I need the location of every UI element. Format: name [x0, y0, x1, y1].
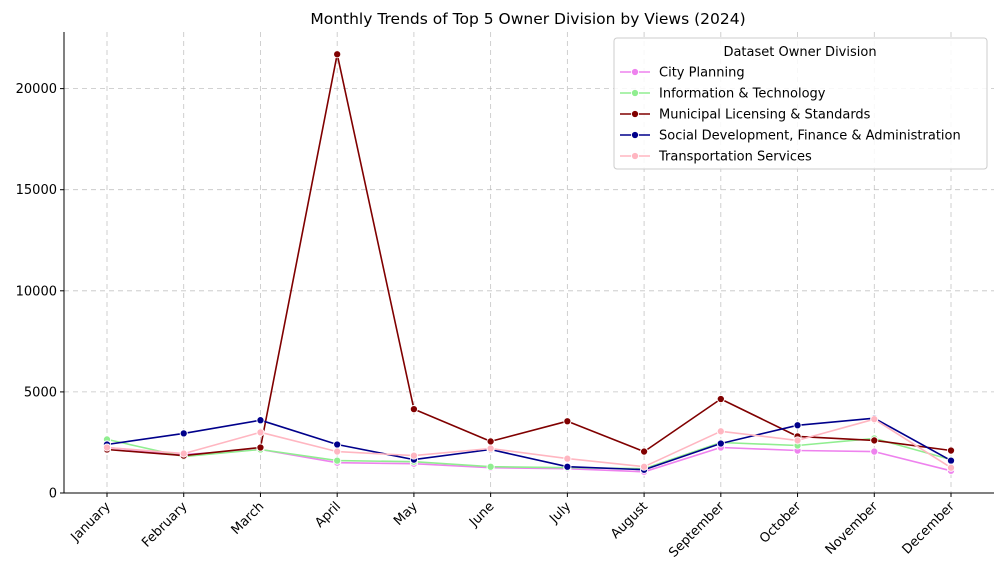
legend-marker [630, 88, 640, 98]
x-tick-label: November [823, 499, 882, 558]
data-point [793, 436, 802, 445]
series-3 [102, 414, 956, 474]
legend-marker [630, 109, 640, 119]
data-point [256, 428, 265, 437]
data-point [640, 462, 649, 471]
x-axis-ticks: January February March April May June July Augu… [68, 493, 959, 561]
legend-label: Municipal Licensing & Standards [659, 108, 871, 123]
x-tick-label: May [391, 499, 421, 529]
legend-label: Information & Technology [659, 87, 826, 102]
data-point [640, 447, 649, 456]
data-point [793, 421, 802, 430]
axes [63, 32, 994, 494]
data-point [946, 456, 956, 465]
data-point [870, 436, 879, 445]
data-point [870, 415, 879, 424]
legend-title: Dataset Owner Division [723, 45, 876, 60]
legend-label: City Planning [659, 66, 745, 81]
data-point [333, 50, 342, 59]
data-point [409, 405, 418, 414]
y-tick-label: 15000 [16, 183, 57, 198]
data-point [563, 462, 572, 471]
series-line [106, 418, 952, 469]
data-point [333, 440, 342, 449]
y-tick-label: 0 [49, 487, 57, 502]
data-point [563, 454, 572, 463]
legend-marker [630, 67, 640, 77]
y-tick-label: 10000 [16, 284, 57, 299]
data-point [486, 462, 495, 471]
legend-box [613, 37, 988, 170]
data-point [333, 447, 342, 456]
data-point [102, 443, 112, 452]
legend-label: Transportation Services [658, 150, 812, 165]
y-tick-label: 5000 [24, 385, 57, 400]
data-point [486, 437, 495, 446]
chart-title: Monthly Trends of Top 5 Owner Division b… [310, 10, 745, 28]
data-point [333, 456, 342, 465]
data-point [409, 451, 418, 460]
data-point [179, 449, 188, 458]
legend-entry: Transportation Services [620, 150, 812, 165]
legend-entry: Social Development, Finance & Administra… [620, 129, 961, 144]
data-point [563, 417, 572, 426]
series-line [106, 417, 952, 471]
x-tick-label: April [312, 499, 344, 531]
data-point [256, 443, 265, 452]
x-tick-label: June [466, 499, 497, 530]
legend-entry: Municipal Licensing & Standards [620, 108, 871, 123]
series-line [106, 437, 952, 470]
legend-marker [630, 130, 640, 140]
x-tick-label: September [666, 499, 728, 561]
series-line [106, 446, 952, 473]
data-point [870, 447, 879, 456]
series-4 [102, 415, 956, 472]
x-tick-label: March [229, 499, 268, 538]
data-point [716, 394, 725, 404]
x-tick-label: December [900, 499, 959, 558]
legend: Dataset Owner Division City Planning Info… [613, 37, 988, 170]
data-point [179, 429, 188, 438]
data-point [716, 427, 725, 436]
series-group [102, 50, 956, 476]
x-tick-label: July [546, 499, 574, 527]
legend-entry: Information & Technology [620, 87, 826, 102]
x-tick-label: January [68, 499, 114, 545]
y-axis-ticks: 0 5000 10000 15000 20000 [16, 82, 64, 502]
x-tick-label: October [757, 499, 805, 547]
x-tick-label: August [608, 499, 651, 542]
legend-label: Social Development, Finance & Administra… [659, 129, 961, 144]
data-point [946, 446, 956, 455]
data-point [256, 416, 265, 425]
y-tick-label: 20000 [16, 82, 57, 97]
data-point [716, 439, 725, 448]
legend-entry: City Planning [620, 66, 745, 81]
x-tick-label: February [139, 499, 191, 551]
legend-marker [630, 151, 640, 161]
data-point [946, 463, 956, 472]
series-0 [102, 443, 956, 476]
data-point [486, 444, 495, 453]
